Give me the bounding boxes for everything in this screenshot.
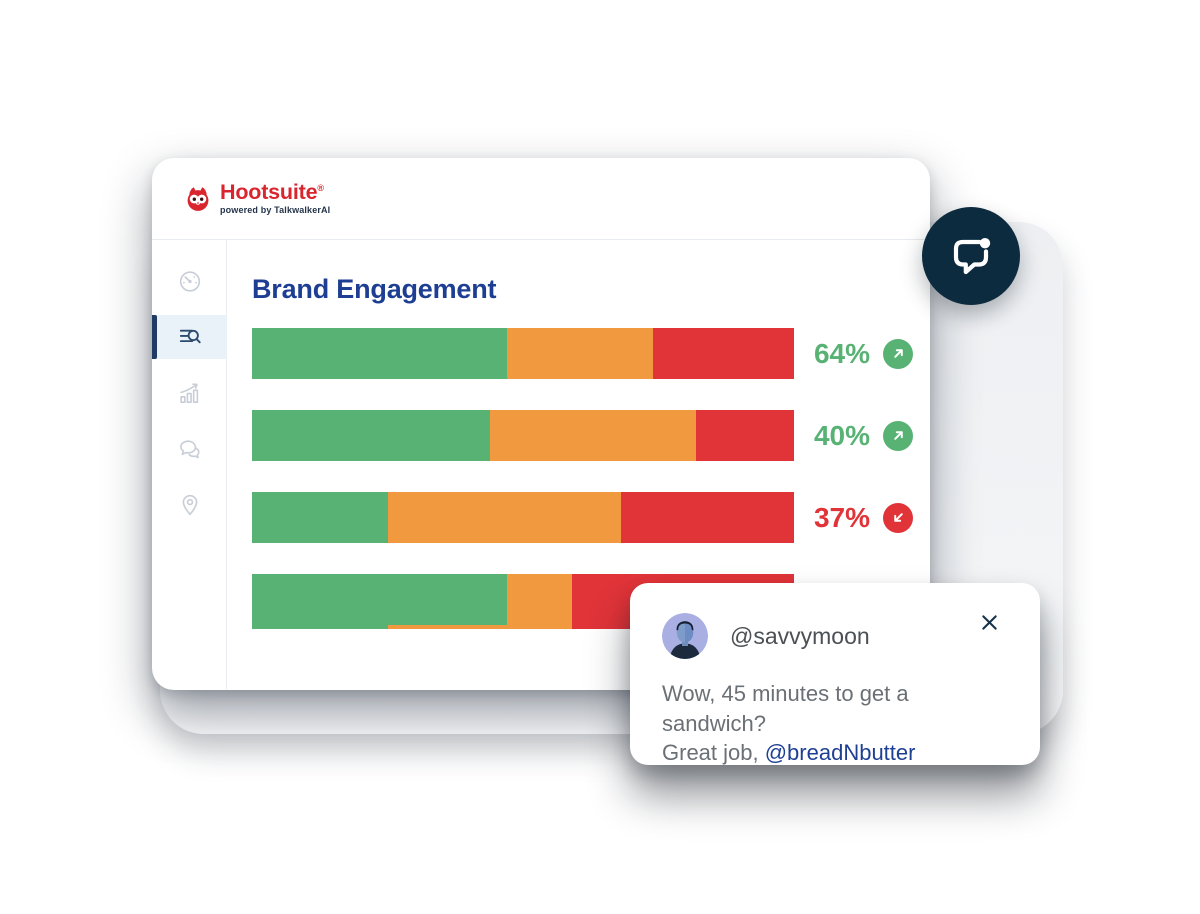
chat-bubbles-icon — [179, 440, 200, 459]
chat-notification-icon — [953, 238, 991, 275]
bar-segment-positive — [252, 574, 507, 625]
sidebar-item-analytics[interactable] — [152, 371, 227, 415]
comment-username: @savvymoon — [730, 622, 870, 649]
trend-percentage: 37% — [813, 501, 870, 533]
gauge-icon — [179, 271, 200, 292]
comment-line-2: Great job, @breadNbutter — [662, 740, 916, 765]
bar-segment-neutral — [506, 574, 572, 625]
bar-segment-neutral — [387, 625, 572, 629]
sidebar — [152, 240, 227, 689]
comment-message: Wow, 45 minutes to get a sandwich? Great… — [662, 679, 1008, 768]
trend-up-icon — [883, 338, 913, 369]
stacked-bar — [252, 492, 794, 543]
chart-row: 37% — [252, 492, 930, 543]
dashboard-header: Hootsuite® powered by TalkwalkerAI — [152, 158, 930, 240]
trend-percentage: 40% — [813, 419, 870, 451]
hootsuite-owl-icon — [187, 186, 209, 211]
logo-text: Hootsuite® powered by TalkwalkerAI — [220, 179, 331, 216]
close-button[interactable] — [978, 611, 1000, 633]
avatar — [662, 613, 708, 659]
bar-segment-neutral — [506, 328, 654, 379]
mention-link[interactable]: @breadNbutter — [764, 740, 916, 765]
bar-segment-positive — [252, 328, 507, 379]
notification-bubble-button[interactable] — [922, 207, 1020, 305]
comment-line-1: Wow, 45 minutes to get a sandwich? — [662, 681, 909, 736]
bar-segment-positive — [252, 410, 491, 461]
trend-percentage: 64% — [813, 337, 870, 369]
sidebar-item-locations[interactable] — [152, 483, 227, 527]
bar-segment-negative — [653, 328, 794, 379]
trend-down-icon — [883, 502, 913, 533]
bar-segment-neutral — [490, 410, 697, 461]
registered-mark: ® — [317, 182, 324, 193]
bar-segment-negative — [696, 410, 794, 461]
bar-segment-negative — [620, 492, 794, 543]
bar-chart-trend-icon — [179, 383, 198, 404]
close-icon — [981, 614, 997, 630]
comment-header: @savvymoon — [662, 613, 1008, 659]
trend-up-icon — [883, 420, 913, 451]
stacked-bar — [252, 328, 794, 379]
bar-segment-neutral — [387, 492, 621, 543]
list-search-icon — [179, 329, 201, 344]
stacked-bar — [252, 410, 794, 461]
social-comment-card: @savvymoon Wow, 45 minutes to get a sand… — [630, 583, 1040, 765]
location-pin-icon — [182, 494, 197, 516]
sidebar-item-dashboard[interactable] — [152, 259, 227, 303]
bar-segment-positive — [252, 492, 388, 543]
brand-tagline: powered by TalkwalkerAI — [220, 205, 331, 216]
page-title: Brand Engagement — [252, 274, 497, 304]
sidebar-item-conversations[interactable] — [152, 427, 227, 471]
brand-name: Hootsuite® — [220, 179, 324, 204]
bar-segment-positive — [252, 625, 388, 629]
chart-row: 40% — [252, 410, 930, 461]
chart-row: 64% — [252, 328, 930, 379]
sidebar-item-search-listening[interactable] — [152, 315, 227, 359]
